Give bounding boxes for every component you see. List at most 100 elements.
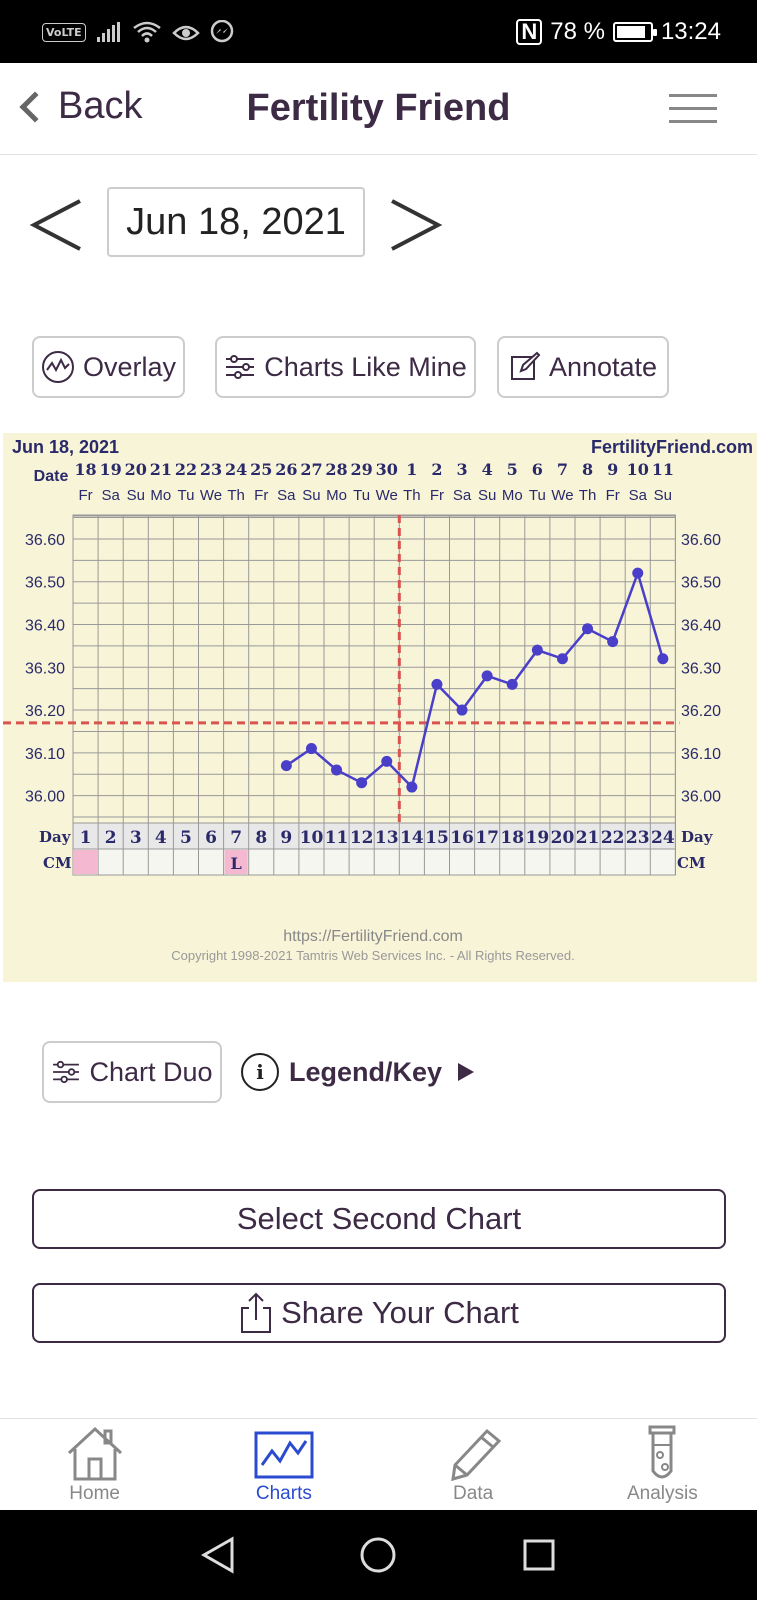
home-icon — [67, 1426, 122, 1481]
chart-temperature-line — [285, 569, 665, 790]
clock: 13:24 — [660, 18, 721, 45]
chart-weekday-tick: Mo — [502, 487, 523, 504]
chart-day-label-right: Day — [681, 828, 714, 846]
back-button[interactable]: Back — [16, 85, 142, 128]
system-recents-button[interactable] — [519, 1535, 559, 1575]
chart-weekday-tick: Tu — [177, 487, 194, 504]
chart-y-tick-left: 36.40 — [25, 618, 65, 635]
triangle-back-icon — [200, 1536, 234, 1574]
charts-like-mine-label: Charts Like Mine — [264, 351, 467, 382]
chart-y-tick-right: 36.20 — [681, 703, 721, 720]
chart-weekday-tick: Sa — [277, 487, 296, 504]
signal-icon — [96, 22, 120, 42]
chart-weekday-tick: Sa — [629, 487, 648, 504]
chart-weekday-tick: Th — [227, 487, 245, 504]
chart-y-tick-left: 36.60 — [25, 532, 65, 549]
nav-data-label: Data — [453, 1483, 494, 1504]
chart-day-tick: 20 — [551, 828, 575, 848]
chart-day-tick: 11 — [325, 828, 349, 848]
chart-day-tick: 15 — [425, 828, 449, 848]
chart-day-tick: 8 — [255, 828, 267, 848]
system-back-button[interactable] — [198, 1535, 238, 1575]
info-icon: i — [241, 1053, 279, 1091]
chart-date-tick: 24 — [225, 460, 247, 479]
chart-day-tick: 22 — [601, 828, 625, 848]
hamburger-menu-icon[interactable] — [669, 94, 717, 124]
chart-y-tick-left: 36.20 — [25, 703, 65, 720]
battery-fill — [616, 26, 646, 38]
system-home-button[interactable] — [358, 1535, 398, 1575]
legend-key-label: Legend/Key — [289, 1056, 443, 1087]
chart-weekday-tick: Su — [478, 487, 496, 504]
annotate-button[interactable]: Annotate — [497, 336, 669, 398]
wifi-icon — [132, 21, 161, 43]
nav-charts[interactable]: Charts — [189, 1419, 378, 1510]
chart-day-tick: 5 — [180, 828, 192, 848]
chart-day-label-left: Day — [39, 828, 72, 846]
chart-day-tick: 7 — [230, 828, 242, 848]
chart-date-label: Date — [34, 468, 69, 485]
chart-weekday-tick: Fr — [430, 487, 444, 504]
chart-day-tick: 3 — [130, 828, 142, 848]
chart-weekday-tick: Mo — [326, 487, 347, 504]
next-date-button[interactable] — [384, 195, 444, 255]
chart-temperature-point — [657, 653, 669, 665]
chart-day-tick: 6 — [205, 828, 217, 848]
share-chart-button[interactable]: Share Your Chart — [32, 1283, 726, 1343]
chart-date-tick: 2 — [431, 460, 442, 479]
chart-y-tick-right: 36.60 — [681, 532, 721, 549]
nav-data[interactable]: Data — [379, 1419, 568, 1510]
annotate-label: Annotate — [548, 351, 658, 382]
nav-analysis-label: Analysis — [627, 1483, 698, 1504]
chart-temperature-point — [305, 743, 317, 755]
status-bar: VoLTE N 78 % 13:24 — [0, 0, 757, 63]
chart-date-tick: 11 — [652, 460, 674, 479]
chart-temperature-point — [506, 678, 518, 690]
status-left: VoLTE — [42, 18, 234, 46]
chart-temperature-point — [381, 755, 393, 767]
chart-y-tick-left: 36.10 — [25, 746, 65, 763]
chart-temperature-point — [481, 670, 493, 682]
chart-day-tick: 10 — [300, 828, 324, 848]
chart-temperature-point — [431, 678, 443, 690]
chart-day-tick: 4 — [155, 828, 167, 848]
chart-y-tick-right: 36.40 — [681, 618, 721, 635]
chart-date-tick: 10 — [627, 460, 649, 479]
system-nav-bar — [0, 1510, 757, 1600]
date-field[interactable]: Jun 18, 2021 — [107, 187, 365, 257]
chart-date-tick: 22 — [175, 460, 197, 479]
chart-date-tick: 5 — [507, 460, 518, 479]
chart-duo-button[interactable]: Chart Duo — [42, 1041, 222, 1103]
chart-weekday-tick: Tu — [353, 487, 370, 504]
eye-icon — [171, 25, 200, 41]
previous-date-button[interactable] — [28, 195, 88, 255]
chart-cm-value: L — [231, 854, 242, 873]
chart-y-tick-right: 36.10 — [681, 746, 721, 763]
legend-key-link[interactable]: i Legend/Key — [241, 1053, 475, 1091]
chart-weekday-tick: Su — [302, 487, 320, 504]
chart-day-tick: 9 — [280, 828, 292, 848]
nav-analysis[interactable]: Analysis — [568, 1419, 757, 1510]
chart-day-tick: 21 — [576, 828, 600, 848]
chart-weekday-tick: Sa — [453, 487, 472, 504]
chart-date-tick: 18 — [74, 460, 96, 479]
chart-day-tick: 13 — [375, 828, 399, 848]
chart-cm-label-left: CM — [43, 854, 72, 872]
chart-day-tick: 24 — [651, 828, 675, 848]
chart-date-tick: 29 — [351, 460, 373, 479]
select-second-chart-button[interactable]: Select Second Chart — [32, 1189, 726, 1249]
chart-day-tick: 1 — [80, 828, 92, 848]
chart-day-tick: 18 — [500, 828, 524, 848]
nav-home[interactable]: Home — [0, 1419, 189, 1510]
sliders-icon — [53, 1060, 80, 1084]
play-arrow-icon — [458, 1063, 475, 1081]
charts-like-mine-button[interactable]: Charts Like Mine — [215, 336, 476, 398]
chart-temperature-point — [531, 644, 543, 656]
page-title: Fertility Friend — [246, 87, 511, 129]
sliders-icon — [226, 355, 255, 379]
chart-day-tick: 17 — [475, 828, 499, 848]
overlay-button[interactable]: Overlay — [32, 336, 185, 398]
chart-cm-label-right: CM — [677, 854, 706, 872]
edit-icon — [510, 351, 541, 380]
